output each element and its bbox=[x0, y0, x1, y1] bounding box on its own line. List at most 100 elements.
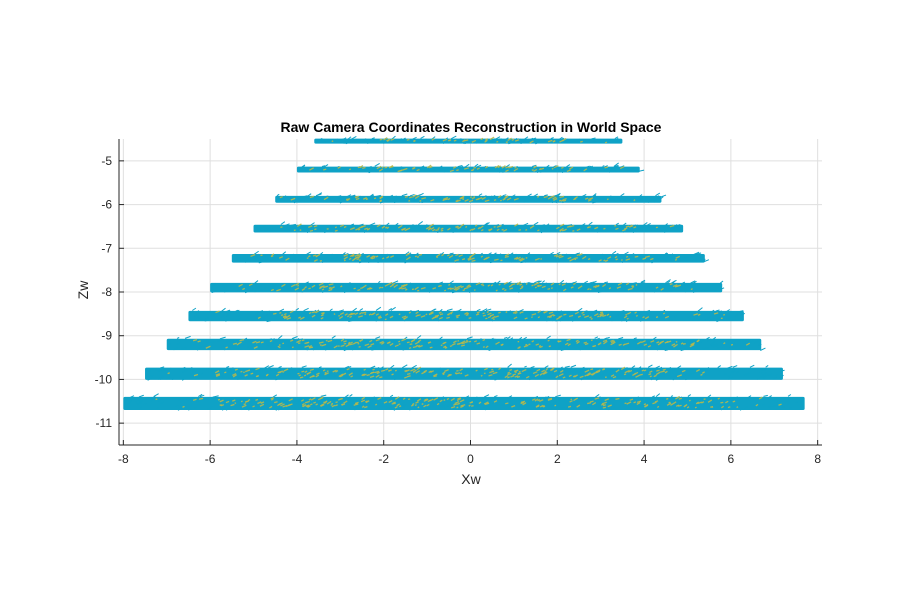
row-highlight bbox=[536, 195, 540, 198]
row-stroke bbox=[358, 224, 363, 228]
row-highlight bbox=[531, 169, 534, 171]
row-highlight bbox=[633, 199, 636, 202]
row-stroke bbox=[592, 193, 597, 197]
row-stroke bbox=[431, 136, 436, 141]
row-stroke bbox=[519, 404, 522, 407]
row-stroke bbox=[397, 196, 403, 200]
row-stroke bbox=[278, 288, 282, 290]
row-stroke bbox=[280, 397, 283, 400]
row-stroke bbox=[290, 223, 297, 227]
row-stroke bbox=[373, 226, 378, 230]
row-stroke bbox=[475, 141, 479, 144]
row-stroke bbox=[535, 141, 541, 145]
row-stroke bbox=[576, 397, 581, 401]
row-highlight bbox=[475, 369, 478, 372]
row-stroke bbox=[492, 228, 499, 232]
row-stroke bbox=[728, 376, 733, 380]
row-stroke bbox=[670, 395, 674, 397]
row-highlight bbox=[283, 368, 289, 372]
row-highlight bbox=[301, 339, 305, 342]
row-highlight bbox=[537, 398, 541, 402]
row-stroke bbox=[626, 230, 629, 233]
row-stroke bbox=[597, 290, 603, 293]
row-highlight bbox=[390, 255, 395, 258]
row-stroke bbox=[363, 398, 368, 401]
row-highlight bbox=[315, 403, 318, 406]
row-stroke bbox=[476, 340, 483, 344]
row-highlight bbox=[639, 373, 643, 376]
row-stroke bbox=[775, 401, 780, 404]
y-tick-label: -5 bbox=[101, 154, 112, 168]
row-stroke bbox=[727, 339, 731, 343]
row-stroke bbox=[543, 396, 547, 399]
row-stroke bbox=[249, 397, 253, 400]
row-stroke bbox=[747, 339, 752, 342]
row-stroke bbox=[328, 257, 334, 261]
row-highlight bbox=[607, 256, 612, 260]
row-highlight bbox=[288, 403, 293, 407]
row-highlight bbox=[587, 257, 591, 261]
row-stroke bbox=[348, 370, 355, 375]
row-highlight bbox=[344, 313, 348, 316]
row-stroke bbox=[138, 399, 143, 402]
row-stroke bbox=[495, 136, 501, 140]
row-stroke bbox=[762, 374, 769, 378]
row-highlight bbox=[393, 284, 399, 288]
row-highlight bbox=[625, 258, 631, 261]
row-stroke bbox=[496, 170, 500, 172]
row-stroke bbox=[523, 140, 527, 143]
row-stroke bbox=[481, 256, 485, 259]
row-highlight bbox=[623, 373, 627, 376]
row-stroke bbox=[583, 376, 588, 380]
row-stroke bbox=[235, 317, 241, 321]
row-stroke bbox=[538, 197, 543, 201]
row-stroke bbox=[644, 371, 650, 375]
row-highlight bbox=[537, 229, 540, 232]
row-stroke bbox=[456, 138, 462, 141]
row-stroke bbox=[329, 308, 333, 312]
row-stroke bbox=[456, 167, 463, 170]
row-highlight bbox=[652, 401, 657, 405]
row-stroke bbox=[207, 405, 213, 410]
row-stroke bbox=[616, 138, 622, 143]
row-stroke bbox=[465, 163, 470, 168]
row-highlight bbox=[642, 316, 645, 319]
row-stroke bbox=[156, 406, 160, 409]
row-stroke bbox=[128, 401, 132, 405]
row-highlight bbox=[405, 252, 411, 257]
row-stroke bbox=[478, 338, 482, 341]
row-stroke bbox=[264, 286, 267, 289]
row-highlight bbox=[390, 138, 395, 141]
row-stroke bbox=[677, 365, 682, 369]
row-stroke bbox=[688, 316, 692, 318]
row-highlight bbox=[612, 375, 617, 379]
row-stroke bbox=[559, 319, 564, 322]
row-stroke bbox=[772, 404, 778, 408]
row-stroke bbox=[683, 339, 688, 342]
row-highlight bbox=[503, 228, 508, 232]
row-stroke bbox=[495, 138, 501, 142]
row-stroke bbox=[734, 314, 738, 317]
row-stroke bbox=[303, 377, 309, 380]
row-highlight bbox=[615, 258, 619, 261]
row-highlight bbox=[590, 339, 593, 342]
row-highlight bbox=[366, 255, 371, 258]
row-highlight bbox=[257, 316, 261, 319]
row-highlight bbox=[439, 313, 444, 316]
row-highlight bbox=[323, 168, 327, 171]
row-stroke bbox=[303, 228, 308, 233]
row-highlight bbox=[364, 227, 368, 230]
row-highlight bbox=[484, 402, 490, 405]
row-stroke bbox=[556, 346, 562, 350]
row-highlight bbox=[404, 195, 409, 198]
row-stroke bbox=[556, 310, 563, 314]
row-highlight bbox=[345, 198, 351, 201]
row-stroke bbox=[533, 193, 539, 197]
row-stroke bbox=[589, 226, 595, 232]
row-stroke bbox=[562, 200, 566, 204]
row-highlight bbox=[301, 287, 306, 291]
row-stroke bbox=[241, 406, 247, 411]
row-highlight bbox=[660, 370, 665, 373]
row-stroke bbox=[747, 340, 754, 344]
row-highlight bbox=[375, 338, 380, 342]
